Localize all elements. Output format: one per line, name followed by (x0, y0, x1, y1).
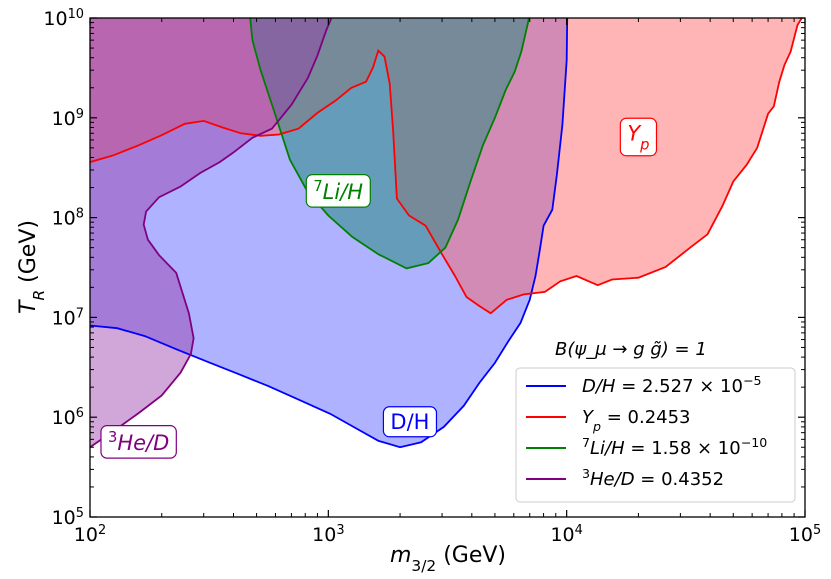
legend-label-D/H: D/H = 2.527 × 10−5 (582, 373, 762, 398)
region-label-He3D: 3He/D (100, 425, 177, 459)
constraint-regions (90, 18, 803, 449)
region-label-box (382, 406, 438, 438)
region-label-box (305, 174, 371, 208)
plot-frame (89, 17, 806, 518)
y-tick-label: 1010 (43, 7, 84, 31)
region-boundary-Yp (90, 18, 803, 315)
legend-label-Yp: Yp = 0.2453 (582, 407, 691, 434)
y-tick-label: 107 (52, 306, 84, 330)
legend-box (515, 367, 796, 503)
region-label-text: 3He/D (108, 429, 169, 456)
region-label-box (619, 117, 658, 157)
y-tick-label: 109 (52, 106, 84, 130)
region-label-box (100, 425, 177, 459)
x-axis-label: m3/2 (GeV) (390, 543, 506, 575)
region-label-text: 7Li/H (313, 178, 363, 205)
x-tick-label: 104 (550, 523, 582, 547)
y-axis-label: TR (GeV) (16, 220, 48, 314)
region-boundary-D/H (90, 18, 569, 449)
region-labels: D/H Yp 7Li/H 3He/D (100, 117, 658, 459)
region-label-D/H: D/H (382, 406, 438, 438)
y-tick-label: 105 (52, 506, 84, 530)
region-boundary-Li7H (249, 18, 530, 270)
y-tick-label: 106 (52, 406, 84, 430)
branching-ratio-annotation: B(ψ_μ → g g̃) = 1 (555, 339, 707, 360)
x-tick-label: 105 (789, 523, 821, 547)
region-label-text: D/H (390, 410, 429, 434)
legend-label-He3D: 3He/D = 0.4352 (582, 466, 724, 491)
region-label-Yp: Yp (619, 117, 658, 157)
axis-ticks: 102 103 104 105 105 106 107 108 109 1010 (43, 7, 821, 547)
x-tick-label: 102 (74, 523, 106, 547)
region-label-Li7H: 7Li/H (305, 174, 371, 208)
legend-label-Li7H: 7Li/H = 1.58 × 10−10 (582, 435, 767, 460)
x-tick-label: 103 (312, 523, 344, 547)
region-label-text: Yp (627, 121, 649, 153)
region-fill-He3D (90, 18, 332, 448)
region-boundary-He3D (90, 18, 333, 448)
y-tick-label: 108 (52, 206, 84, 230)
